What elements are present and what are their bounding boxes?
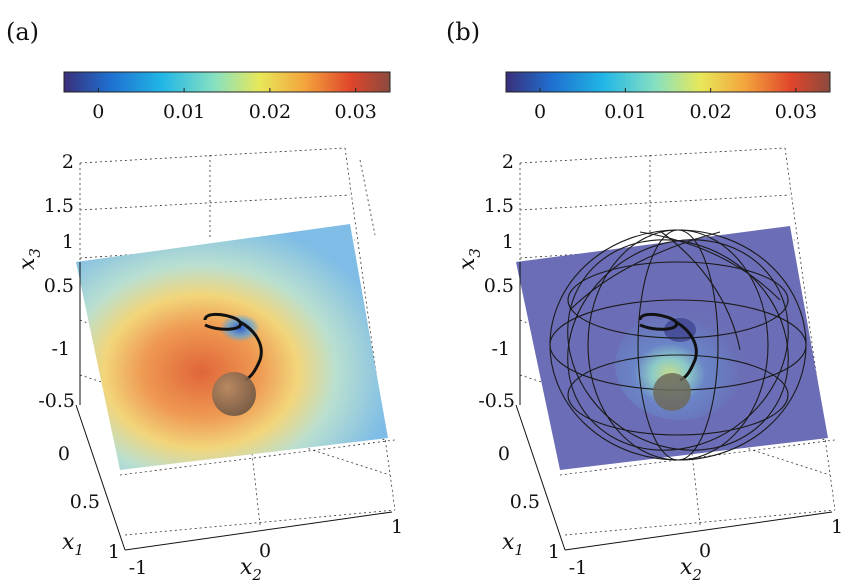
trajectory-b xyxy=(638,312,698,382)
colorbar-tick-label-a: 0 xyxy=(92,101,104,123)
x2-ticks-b: -1 0 1 xyxy=(569,516,843,579)
x1-tick-0-b: 0 xyxy=(498,443,510,465)
colorbar-tick-label-b: 0.03 xyxy=(775,101,817,123)
panel-label-a: (a) xyxy=(6,18,39,46)
x2-tick-0-a: 0 xyxy=(259,540,271,562)
panel-label-b: (b) xyxy=(446,18,480,46)
x1-axis-label-a: x1 xyxy=(62,530,84,559)
x1-tick-1-a: 1 xyxy=(108,541,120,563)
x3-tick-1-5-b: 1.5 xyxy=(484,195,514,217)
colorbar-tick-label-a: 0.03 xyxy=(335,101,377,123)
heat-plane-a xyxy=(76,224,388,470)
x3-tick-2-b: 2 xyxy=(502,151,514,173)
x1-tick-m1-a: -1 xyxy=(51,338,70,360)
x3-tick-0-5-a: 0.5 xyxy=(44,275,74,297)
x3-axis-label-a: x3 xyxy=(15,248,44,270)
x2-tick-m1-a: -1 xyxy=(129,557,148,579)
x2-tick-1-a: 1 xyxy=(391,516,403,538)
x1-tick-05-a: 0.5 xyxy=(70,491,100,513)
colorbar-ticks-b: 0 0.01 0.02 0.03 xyxy=(534,88,817,123)
x2-tick-m1-b: -1 xyxy=(569,557,588,579)
x2-axis-label-b: x2 xyxy=(680,555,702,581)
x1-tick-m05-b: -0.5 xyxy=(478,390,515,412)
x3-ticks-b: 2 1.5 1 0.5 xyxy=(484,151,514,297)
x1-tick-m1-b: -1 xyxy=(491,338,510,360)
colorbar-a xyxy=(63,71,391,93)
panel-b: (b) 0 0.01 0.02 0.03 xyxy=(446,18,843,581)
colorbar-tick-label-b: 0 xyxy=(534,101,546,123)
trajectory-a xyxy=(203,312,263,382)
wireframe-sphere-b xyxy=(549,229,807,461)
x1-tick-m05-a: -0.5 xyxy=(38,390,75,412)
panel-a: (a) 0 0.01 0.02 0.03 xyxy=(6,18,403,581)
colorbar-tick-label-b: 0.02 xyxy=(689,101,731,123)
x3-tick-2-a: 2 xyxy=(62,151,74,173)
x2-axis-label-a: x2 xyxy=(240,555,262,581)
high-field-region-b xyxy=(615,310,745,420)
x3-tick-1-a: 1 xyxy=(62,231,74,253)
x3-tick-0-5-b: 0.5 xyxy=(484,275,514,297)
colorbar-tick-label-a: 0.01 xyxy=(163,101,205,123)
low-field-spot-b xyxy=(664,318,696,342)
x3-tick-1-5-a: 1.5 xyxy=(44,195,74,217)
sphere-particle-a xyxy=(212,372,256,416)
x1-tick-0-a: 0 xyxy=(58,443,70,465)
x1-axis-label-b: x1 xyxy=(502,530,524,559)
x1-tick-05-b: 0.5 xyxy=(510,491,540,513)
axis-lines-a xyxy=(75,262,393,551)
axis-lines-b xyxy=(515,262,833,551)
colorbar-ticks-a: 0 0.01 0.02 0.03 xyxy=(92,88,377,123)
x1-ticks-b: -1 -0.5 0 0.5 1 xyxy=(478,338,560,563)
x3-tick-1-b: 1 xyxy=(502,231,514,253)
x3-axis-label-b: x3 xyxy=(455,248,484,270)
colorbar-b xyxy=(505,71,831,93)
x3-ticks-a: 2 1.5 1 0.5 xyxy=(44,151,74,297)
x2-tick-0-b: 0 xyxy=(699,540,711,562)
x2-ticks-a: -1 0 1 xyxy=(129,516,403,579)
sphere-particle-b xyxy=(653,373,691,411)
low-field-spot-a xyxy=(220,314,260,342)
x1-tick-1-b: 1 xyxy=(548,541,560,563)
x2-tick-1-b: 1 xyxy=(831,516,843,538)
colorbar-tick-label-a: 0.02 xyxy=(249,101,291,123)
colorbar-tick-label-b: 0.01 xyxy=(604,101,646,123)
x1-ticks-a: -1 -0.5 0 0.5 1 xyxy=(38,338,120,563)
axes-box-b xyxy=(519,147,836,536)
